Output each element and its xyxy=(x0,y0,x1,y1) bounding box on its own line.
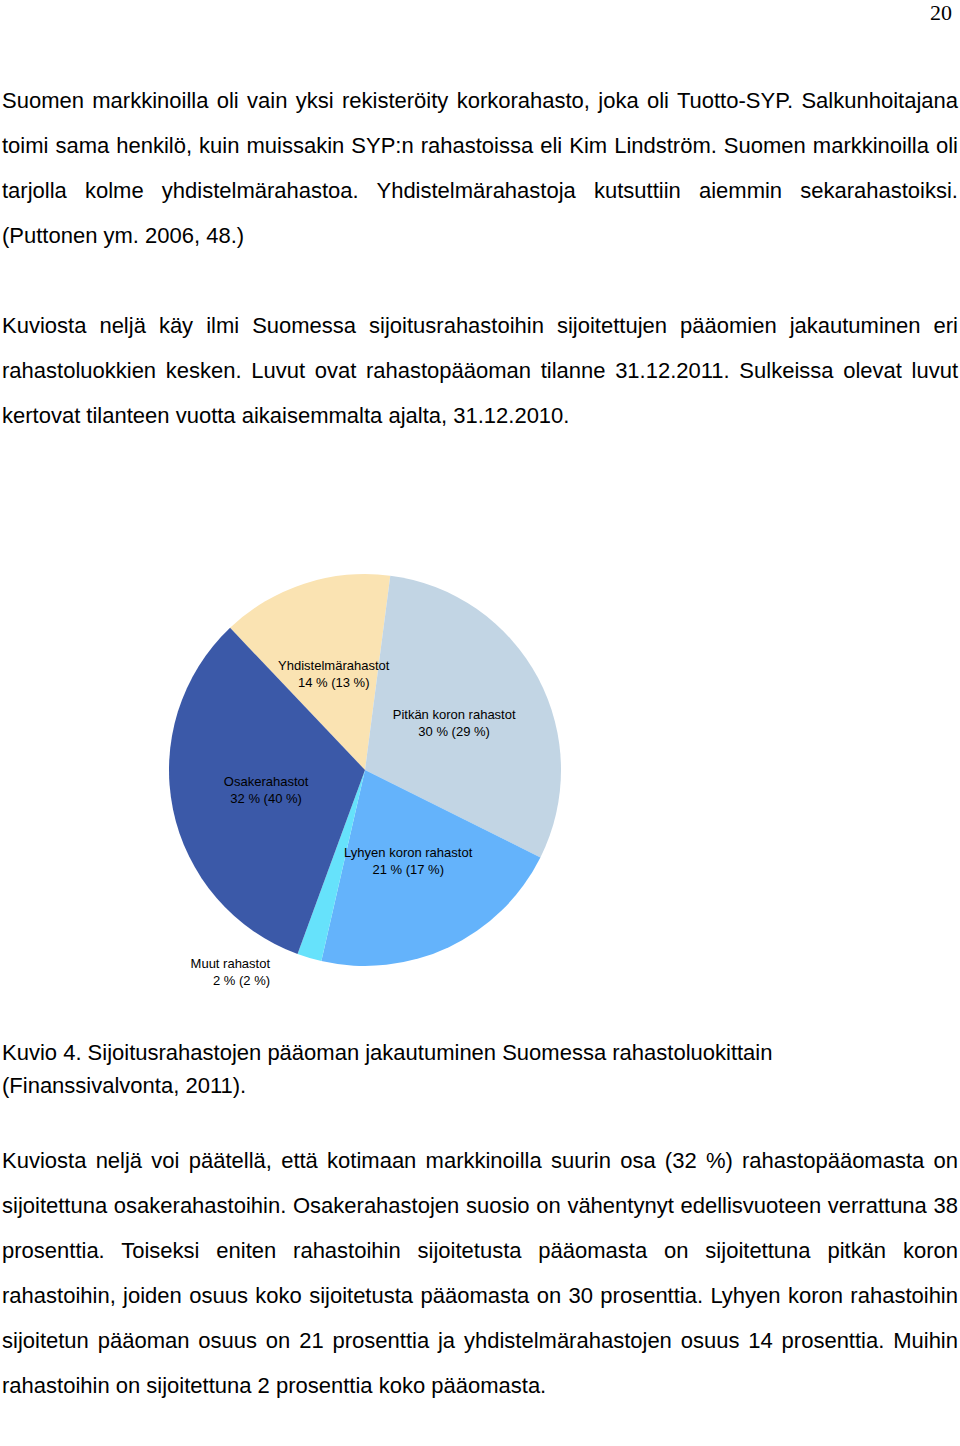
html-text:Suomen markkinoilla oli vain y: Suomen markkinoilla oli vain yksi rekist… xyxy=(2,88,958,248)
html-text:Kuviosta neljä käy ilmi Suomes: Kuviosta neljä käy ilmi Suomessa sijoitu… xyxy=(2,313,958,428)
svg-text:Muut rahastot: Muut rahastot xyxy=(191,956,271,971)
html-text:Kuvio 4. Sijoitusrahastojen pä: Kuvio 4. Sijoitusrahastojen pääoman jaka… xyxy=(2,1040,773,1098)
svg-text:Osakerahastot: Osakerahastot xyxy=(224,774,309,789)
svg-text:32 % (40 %): 32 % (40 %) xyxy=(230,791,302,806)
svg-text:Lyhyen koron rahastot: Lyhyen koron rahastot xyxy=(344,845,473,860)
svg-text:2 % (2 %): 2 % (2 %) xyxy=(213,973,270,988)
html-text:20: 20 xyxy=(930,0,952,25)
svg-text:30 % (29 %): 30 % (29 %) xyxy=(418,724,490,739)
svg-text:Pitkän koron rahastot: Pitkän koron rahastot xyxy=(393,707,516,722)
html-text:Kuviosta neljä voi päätellä, e: Kuviosta neljä voi päätellä, että kotima… xyxy=(2,1148,958,1398)
svg-text:21 % (17 %): 21 % (17 %) xyxy=(372,862,444,877)
svg-text:14 % (13 %): 14 % (13 %) xyxy=(298,675,370,690)
svg-text:Yhdistelmärahastot: Yhdistelmärahastot xyxy=(278,658,390,673)
